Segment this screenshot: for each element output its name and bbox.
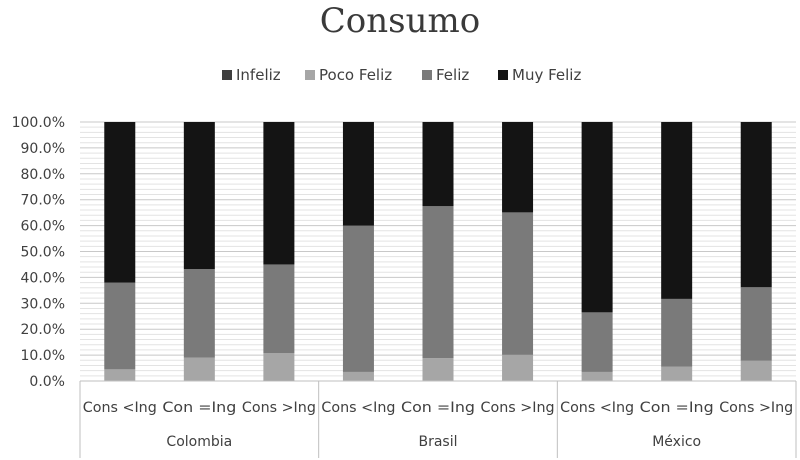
bar-segment-muy-feliz — [342, 122, 374, 226]
x-category-label: Con =Ing — [401, 400, 475, 416]
y-tick-label: 100.0% — [12, 115, 65, 131]
x-category-label: Cons >Ing — [481, 400, 555, 416]
bar-segment-muy-feliz — [581, 122, 613, 313]
bar-segment-muy-feliz — [502, 122, 534, 213]
y-tick-label: 0.0% — [29, 374, 65, 390]
x-category-label: Cons >Ing — [719, 400, 793, 416]
legend-label-poco-feliz: Poco Feliz — [319, 66, 392, 84]
y-tick-label: 40.0% — [21, 270, 65, 286]
group-label-colombia: Colombia — [166, 434, 232, 450]
legend: Infeliz Poco Feliz Feliz Muy Feliz — [222, 66, 581, 84]
bar-segment-muy-feliz — [422, 122, 454, 207]
x-category-label: Cons >Ing — [242, 400, 316, 416]
bar-segment-poco-feliz — [342, 371, 374, 381]
bar-segment-feliz — [502, 212, 534, 355]
bar-segment-feliz — [422, 206, 454, 359]
group-label-mexico: México — [652, 434, 701, 450]
x-category-label: Cons <Ing — [83, 400, 157, 416]
bar-segment-feliz — [183, 269, 215, 358]
y-tick-label: 50.0% — [21, 245, 65, 261]
bar-segment-feliz — [740, 287, 772, 361]
chart-title: Consumo — [320, 1, 480, 41]
x-category-label: Cons <Ing — [560, 400, 634, 416]
legend-label-muy-feliz: Muy Feliz — [512, 66, 581, 84]
bar-segment-poco-feliz — [104, 369, 136, 381]
bar-segment-feliz — [581, 312, 613, 372]
bar-segment-muy-feliz — [661, 122, 693, 299]
y-tick-label: 70.0% — [21, 193, 65, 209]
bar-segment-poco-feliz — [183, 357, 215, 381]
x-category-label: Con =Ing — [162, 400, 236, 416]
bar-segment-muy-feliz — [104, 122, 136, 283]
bar-segment-muy-feliz — [263, 122, 295, 265]
y-tick-label: 10.0% — [21, 348, 65, 364]
bar-segment-poco-feliz — [581, 371, 613, 381]
legend-swatch-feliz — [422, 70, 432, 80]
y-tick-label: 80.0% — [21, 167, 65, 183]
legend-swatch-infeliz — [222, 70, 232, 80]
x-axis: Colombia Brasil México Cons <Ing Con =Ing Con… — [79, 380, 797, 458]
group-label-brasil: Brasil — [418, 434, 457, 450]
bars — [104, 122, 772, 381]
bar-segment-poco-feliz — [502, 354, 534, 381]
bar-segment-muy-feliz — [740, 122, 772, 288]
y-tick-label: 60.0% — [21, 219, 65, 235]
bar-segment-feliz — [263, 264, 295, 354]
legend-swatch-poco-feliz — [305, 70, 315, 80]
bar-segment-poco-feliz — [740, 360, 772, 381]
y-tick-label: 30.0% — [21, 296, 65, 312]
legend-swatch-muy-feliz — [498, 70, 508, 80]
y-tick-label: 90.0% — [21, 141, 65, 157]
bar-segment-muy-feliz — [183, 122, 215, 270]
bar-segment-poco-feliz — [661, 366, 693, 381]
bar-segment-feliz — [342, 225, 374, 372]
legend-label-infeliz: Infeliz — [236, 66, 281, 84]
bar-segment-poco-feliz — [422, 358, 454, 381]
bar-segment-poco-feliz — [263, 353, 295, 381]
x-category-label: Cons <Ing — [321, 400, 395, 416]
y-tick-label: 20.0% — [21, 322, 65, 338]
bar-segment-feliz — [661, 298, 693, 367]
x-category-label: Con =Ing — [640, 400, 714, 416]
y-axis: 0.0% 10.0% 20.0% 30.0% 40.0% 50.0% 60.0% 70.0% 8… — [12, 115, 65, 390]
legend-label-feliz: Feliz — [436, 66, 469, 84]
bar-segment-feliz — [104, 282, 136, 370]
